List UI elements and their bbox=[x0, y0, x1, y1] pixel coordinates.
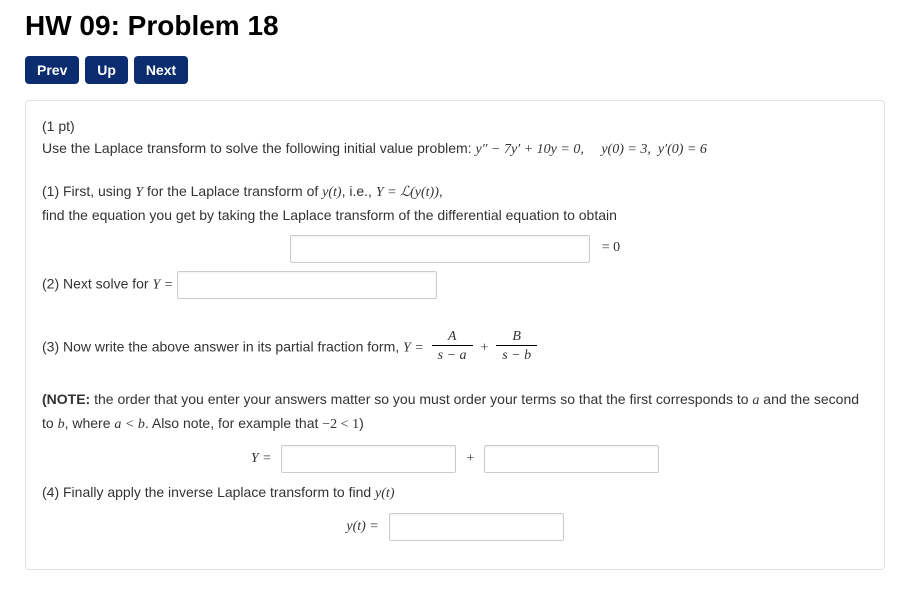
note-t3: , where bbox=[65, 415, 115, 431]
part1-line2: find the equation you get by taking the … bbox=[42, 207, 617, 223]
part1-Y: Y bbox=[135, 185, 143, 200]
up-button[interactable]: Up bbox=[85, 56, 128, 84]
note-t4: . Also note, for example that bbox=[145, 415, 322, 431]
answer-input-3a[interactable] bbox=[281, 445, 456, 473]
part3-Y: Y = bbox=[403, 340, 424, 355]
part1-yt: y(t) bbox=[322, 185, 341, 200]
frac1-num: A bbox=[432, 329, 473, 347]
fraction-B: B s − b bbox=[492, 329, 541, 366]
frac1-den: s − a bbox=[432, 346, 473, 366]
page-title: HW 09: Problem 18 bbox=[25, 10, 885, 42]
answer-input-1[interactable] bbox=[290, 235, 590, 263]
answer-input-4[interactable] bbox=[389, 513, 564, 541]
problem-container: (1 pt) Use the Laplace transform to solv… bbox=[25, 100, 885, 570]
part2-Y: Y = bbox=[152, 277, 173, 292]
nav-buttons: Prev Up Next bbox=[25, 56, 885, 84]
part1-eq: Y = ℒ(y(t)) bbox=[376, 185, 439, 200]
part1-end: , bbox=[439, 183, 443, 199]
plus-sign-2: + bbox=[466, 451, 474, 466]
part1-mid2: , i.e., bbox=[342, 183, 376, 199]
note-ineq: a < b bbox=[114, 417, 144, 432]
part1-pre: (1) First, using bbox=[42, 183, 135, 199]
prev-button[interactable]: Prev bbox=[25, 56, 79, 84]
points-label: (1 pt) bbox=[42, 118, 75, 134]
equals-zero: = 0 bbox=[602, 240, 620, 255]
part3-answer-label: Y = bbox=[251, 451, 272, 466]
frac2-num: B bbox=[496, 329, 537, 347]
answer-input-3b[interactable] bbox=[484, 445, 659, 473]
part1-mid: for the Laplace transform of bbox=[143, 183, 322, 199]
answer-input-2[interactable] bbox=[177, 271, 437, 299]
note-t1: the order that you enter your answers ma… bbox=[90, 391, 752, 407]
note-paragraph: (NOTE: the order that you enter your ans… bbox=[42, 388, 868, 437]
part4-pre: (4) Finally apply the inverse Laplace tr… bbox=[42, 484, 375, 500]
fraction-A: A s − a bbox=[428, 329, 477, 366]
part4-yt: y(t) bbox=[375, 486, 394, 501]
note-ex: −2 < 1 bbox=[322, 417, 359, 432]
note-bold: (NOTE: bbox=[42, 391, 90, 407]
plus-sign-1: + bbox=[480, 340, 488, 355]
intro-text: Use the Laplace transform to solve the f… bbox=[42, 140, 475, 156]
next-button[interactable]: Next bbox=[134, 56, 188, 84]
note-b: b bbox=[58, 417, 65, 432]
ivp-equation: y″ − 7y′ + 10y = 0, y(0) = 3, y′(0) = 6 bbox=[475, 142, 706, 157]
part4-answer-label: y(t) = bbox=[346, 519, 378, 534]
part3-text: (3) Now write the above answer in its pa… bbox=[42, 338, 403, 354]
frac2-den: s − b bbox=[496, 346, 537, 366]
note-t5: ) bbox=[359, 415, 364, 431]
part2-pre: (2) Next solve for bbox=[42, 275, 152, 291]
